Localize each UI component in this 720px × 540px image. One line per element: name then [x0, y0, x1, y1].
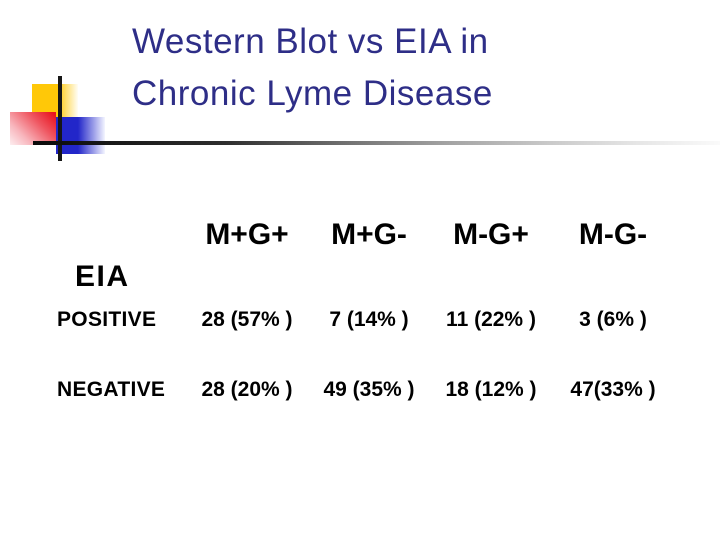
cell-negative-mmgm: 47(33% ) — [570, 378, 656, 401]
table-row-negative: NEGATIVE 28 (20% ) 49 (35% ) 18 (12% ) 4… — [40, 378, 680, 402]
slide-title-line-1: Western Blot vs EIA in — [132, 22, 489, 61]
title-divider-line — [33, 141, 720, 145]
cell-negative-mpgm: 49 (35% ) — [323, 378, 415, 401]
row-label-negative: NEGATIVE — [57, 378, 166, 401]
accent-yellow-square — [32, 84, 78, 117]
column-header-m-plus-g-plus: M+G+ — [205, 218, 289, 251]
column-header-m-plus-g-minus: M+G- — [331, 218, 407, 251]
table-row-positive: POSITIVE 28 (57% ) 7 (14% ) 11 (22% ) 3 … — [40, 308, 680, 332]
row-label-positive: POSITIVE — [57, 308, 157, 331]
table-header-row: M+G+ M+G- M-G+ M-G- — [40, 218, 680, 252]
cell-positive-mpgm: 7 (14% ) — [329, 308, 409, 331]
column-header-m-minus-g-minus: M-G- — [578, 218, 648, 251]
header-spacer-cell — [40, 218, 184, 252]
accent-red-square — [10, 112, 56, 145]
cell-positive-mpgp: 28 (57% ) — [201, 308, 293, 331]
corner-label-eia: EIA — [75, 260, 130, 293]
table-corner-row: EIA — [40, 260, 680, 294]
cell-positive-mmgm: 3 (6% ) — [579, 308, 647, 331]
cell-negative-mmgp: 18 (12% ) — [445, 378, 537, 401]
cell-negative-mpgp: 28 (20% ) — [201, 378, 293, 401]
accent-vertical-line — [58, 76, 62, 161]
accent-blue-square — [56, 117, 105, 154]
slide-title: Western Blot vs EIA in Chronic Lyme Dise… — [132, 16, 493, 120]
slide-title-line-2: Chronic Lyme Disease — [132, 74, 493, 113]
column-header-m-minus-g-plus: M-G+ — [453, 218, 529, 251]
cell-positive-mmgp: 11 (22% ) — [446, 308, 536, 331]
